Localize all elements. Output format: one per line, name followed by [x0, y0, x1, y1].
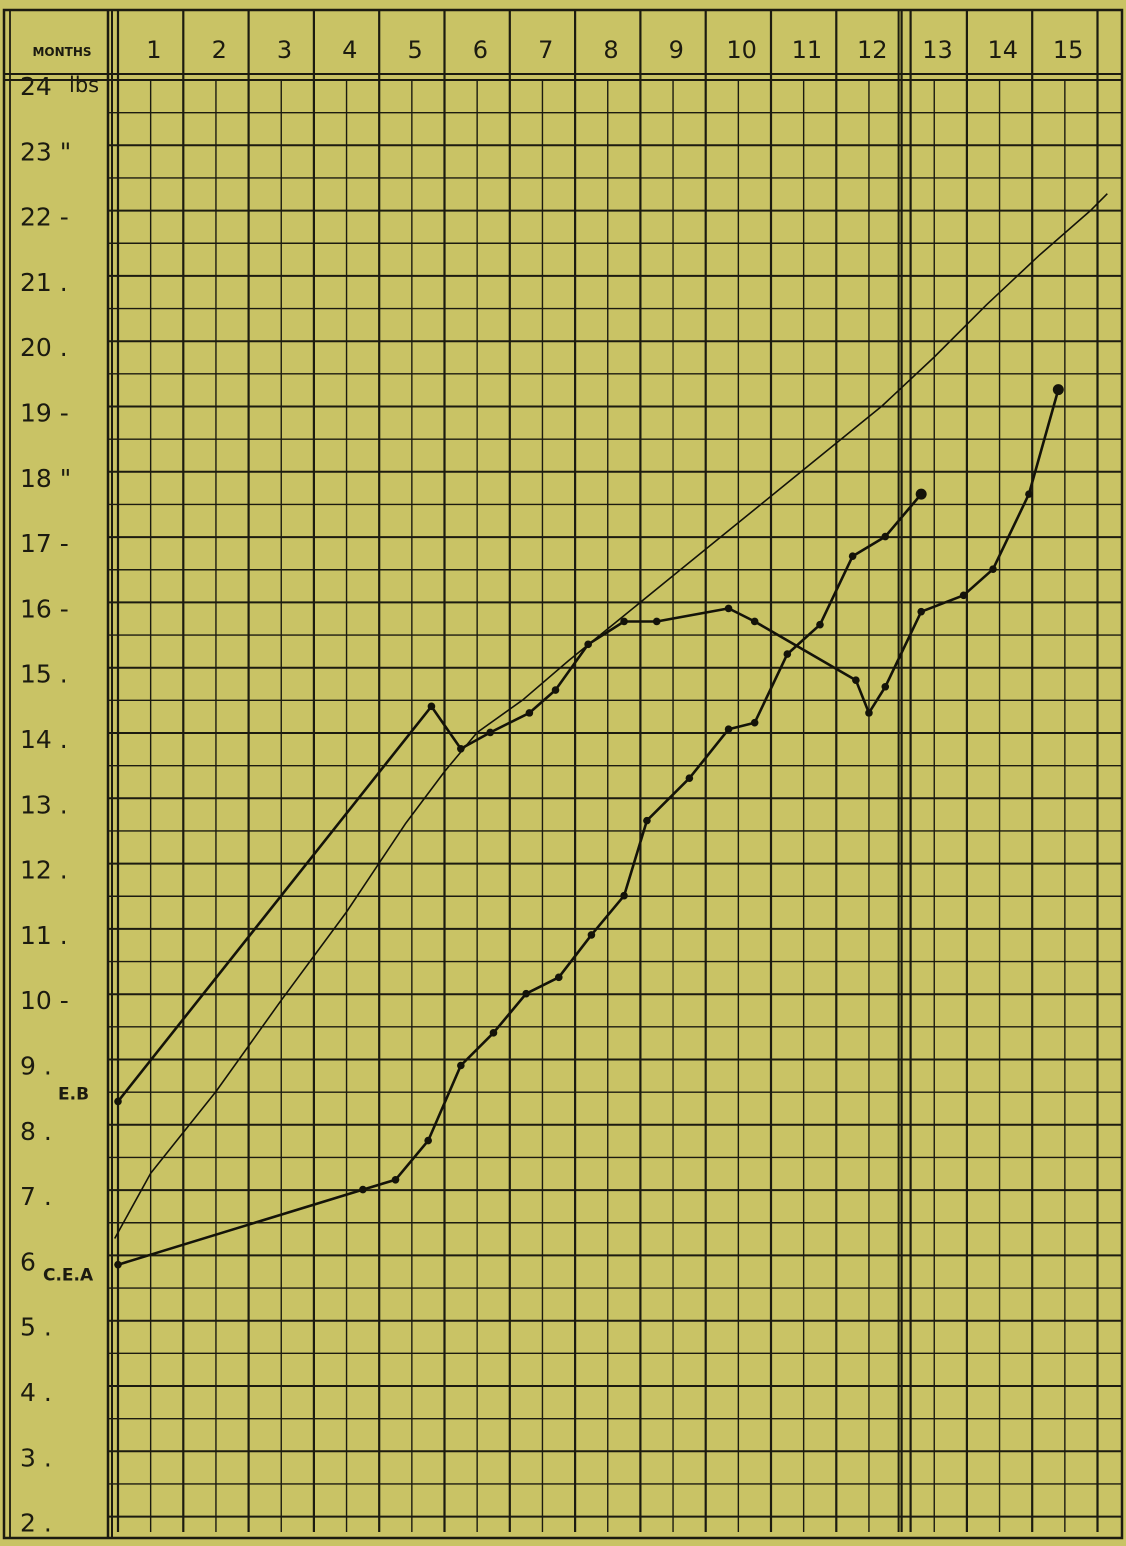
- series-point: [489, 1029, 498, 1037]
- weight-tick-label: 2 .: [20, 1509, 52, 1538]
- series-point: [917, 607, 925, 616]
- month-label: 8: [603, 36, 618, 64]
- series-point: [486, 728, 495, 737]
- series-point: [424, 1136, 432, 1145]
- month-label: 14: [988, 36, 1019, 64]
- series-point: [852, 676, 860, 685]
- month-label: 9: [669, 36, 684, 64]
- month-label: 15: [1053, 36, 1084, 64]
- grid: [108, 10, 1122, 1532]
- weight-tick-label: 13 .: [20, 790, 68, 819]
- months-header-label: MONTHS: [32, 45, 91, 59]
- weight-axis-labels: lbs 24 23 " 22 - 21 . 20 . 19 - 18 " 17 - 16 - 15…: [20, 72, 99, 1538]
- month-label: 6: [473, 36, 488, 64]
- series-point: [865, 709, 873, 717]
- series-point: [457, 1061, 465, 1070]
- series-point: [881, 532, 890, 541]
- month-label: 3: [277, 36, 292, 64]
- month-label: 4: [342, 36, 357, 64]
- month-label: 5: [407, 36, 422, 64]
- series-point: [114, 1260, 122, 1269]
- series-point: [587, 931, 596, 939]
- series-point: [685, 774, 694, 782]
- series-point: [989, 565, 997, 574]
- series-point: [724, 725, 733, 734]
- weight-tick-label: 9 .: [20, 1052, 52, 1081]
- series-lines: E.B C.E.A: [43, 193, 1108, 1286]
- weight-tick-label: 12 .: [20, 856, 68, 885]
- series-point: [959, 591, 968, 600]
- series-point: [643, 816, 651, 825]
- series-point: [391, 1175, 400, 1184]
- series-point: [724, 604, 733, 613]
- weight-tick-label: 19 -: [20, 399, 69, 428]
- series-point: [551, 686, 560, 694]
- series-point: [848, 552, 857, 560]
- weight-tick-label: 22 -: [20, 203, 69, 232]
- series-point: [554, 973, 563, 982]
- month-label: 7: [538, 36, 553, 64]
- weight-tick-label: 20 .: [20, 333, 68, 362]
- series-point: [114, 1097, 122, 1106]
- month-label: 11: [792, 36, 823, 64]
- weight-tick-label: 7 .: [20, 1182, 52, 1211]
- weight-tick-label: 11 .: [20, 921, 68, 950]
- series-point: [620, 617, 628, 626]
- series-point: [359, 1185, 367, 1194]
- series-label: C.E.A: [43, 1266, 94, 1286]
- weight-tick-label: 17 -: [20, 529, 69, 558]
- series-point: [522, 989, 530, 998]
- series-point: [652, 617, 661, 626]
- curve-line: [113, 193, 1108, 1239]
- weight-tick-label: 24: [20, 72, 52, 101]
- series-label: E.B: [58, 1084, 89, 1104]
- weight-tick-label: 5 .: [20, 1313, 52, 1342]
- weight-tick-label: 10 -: [20, 986, 69, 1015]
- weight-unit-label: lbs: [69, 73, 99, 97]
- series-point: [881, 682, 890, 691]
- month-label: 2: [212, 36, 227, 64]
- month-label: 12: [857, 36, 888, 64]
- month-label: 10: [726, 36, 757, 64]
- series-point: [816, 620, 824, 629]
- weight-tick-label: 8 .: [20, 1117, 52, 1146]
- series-point: [783, 650, 792, 658]
- weight-tick-label: 16 -: [20, 594, 69, 623]
- weight-tick-label: 14 .: [20, 725, 68, 754]
- weight-tick-label: 4 .: [20, 1378, 52, 1407]
- series-point: [750, 718, 759, 727]
- weight-tick-label: 18 ": [20, 464, 71, 493]
- month-label: 1: [146, 36, 161, 64]
- weight-tick-label: 15 .: [20, 660, 68, 689]
- weight-tick-label: 3 .: [20, 1443, 52, 1472]
- series-point: [620, 891, 628, 900]
- outer-border: [2, 8, 1124, 1540]
- series-point: [525, 709, 534, 717]
- weight-tick-label: 23 ": [20, 137, 71, 166]
- chart-frame: [2, 8, 1124, 1540]
- series-point: [915, 488, 927, 500]
- series-point: [427, 702, 436, 711]
- month-label: 13: [922, 36, 953, 64]
- series-point: [1052, 384, 1064, 396]
- weight-tick-label: 6: [20, 1247, 36, 1276]
- weight-tick-label: 21 .: [20, 268, 68, 297]
- series-point: [750, 617, 759, 626]
- month-header: MONTHS 1 2 3 4 5 6 7 8 9 10 11 12 13 14 15: [32, 36, 1083, 64]
- series-point: [1025, 490, 1033, 498]
